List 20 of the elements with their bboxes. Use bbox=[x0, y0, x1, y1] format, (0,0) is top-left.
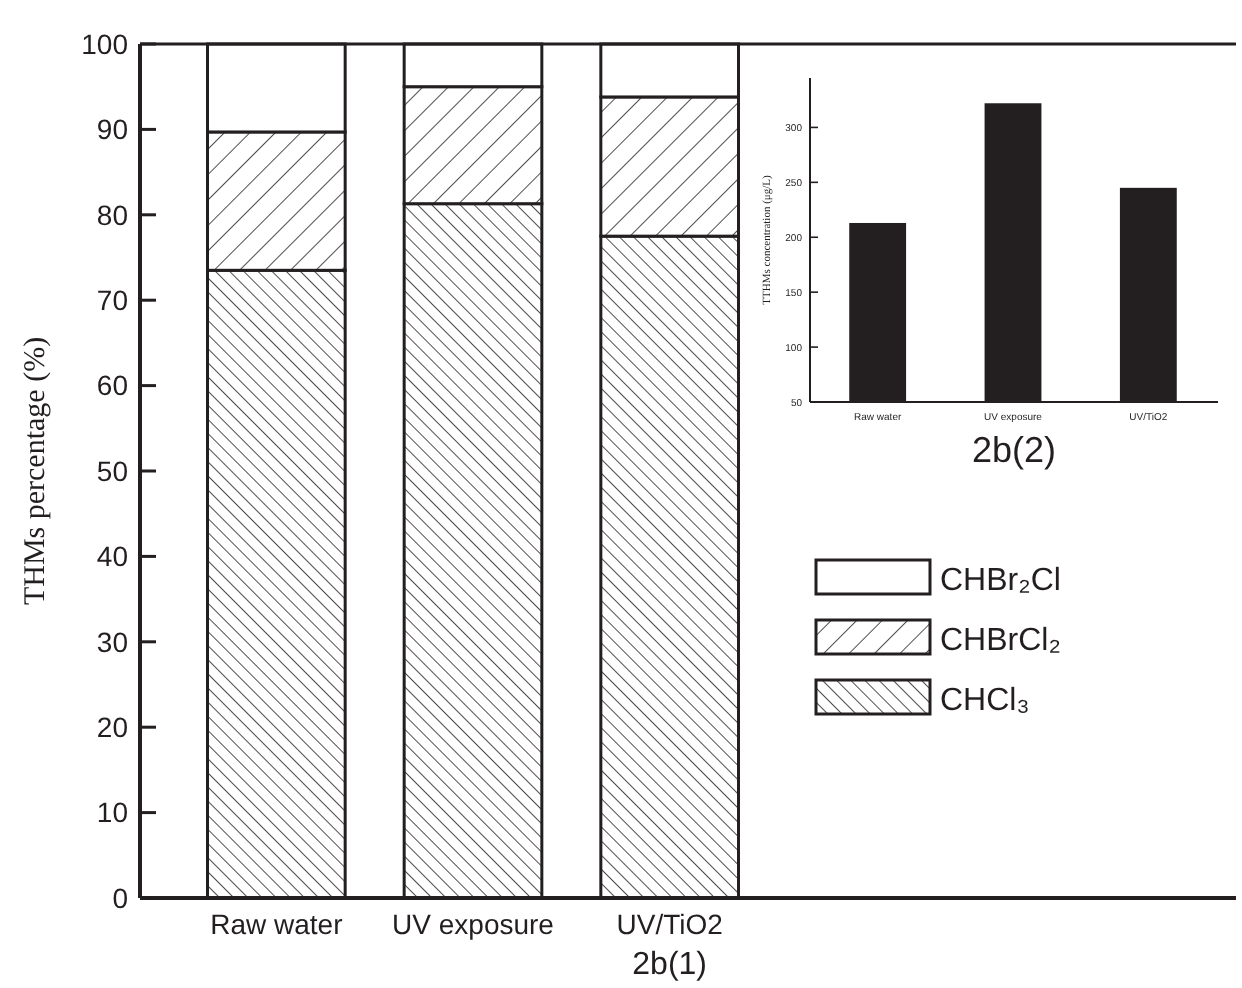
y-tick-label: 10 bbox=[96, 796, 129, 829]
legend-label: CHCl₃ bbox=[940, 684, 1030, 718]
y-tick-label: 0 bbox=[112, 881, 129, 914]
y-axis-title: THMs percentage (%) bbox=[20, 336, 52, 606]
legend-label: CHBr₂Cl bbox=[940, 564, 1061, 598]
y-tick-label: 80 bbox=[96, 198, 129, 231]
x-axis-title: 2b(1) bbox=[632, 948, 708, 982]
legend-label: CHBrCl₂ bbox=[940, 624, 1061, 658]
y-tick-label: 20 bbox=[96, 711, 129, 743]
y-tick-label: 100 bbox=[81, 27, 129, 60]
x-tick-label: Raw water bbox=[210, 908, 344, 940]
y-tick-label: 40 bbox=[96, 540, 129, 573]
x-tick-label: UV/TiO2 bbox=[616, 908, 724, 940]
y-tick-label: 60 bbox=[96, 369, 129, 402]
y-tick-label: 90 bbox=[96, 113, 129, 146]
y-tick-label: 70 bbox=[96, 284, 129, 316]
x-axis-title: 2b(2) bbox=[971, 430, 1057, 470]
y-tick-label: 30 bbox=[96, 625, 129, 658]
y-tick-label: 50 bbox=[96, 454, 129, 487]
x-tick-label: UV exposure bbox=[392, 908, 555, 940]
